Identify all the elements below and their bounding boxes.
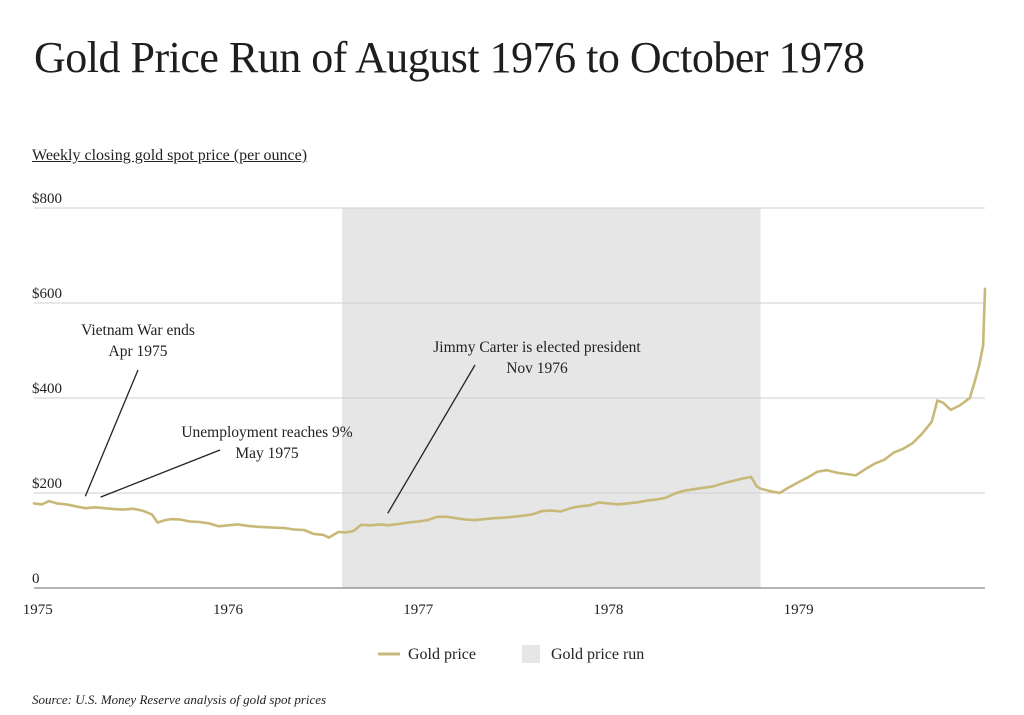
annotation-label: Nov 1976 xyxy=(506,360,568,377)
y-tick-label: 0 xyxy=(32,571,40,587)
annotation-leader xyxy=(84,369,139,497)
legend-swatch-gold-price-run xyxy=(522,645,540,663)
annotation-label: Vietnam War ends xyxy=(81,322,195,339)
chart-title: Gold Price Run of August 1976 to October… xyxy=(34,33,865,82)
y-tick-label: $200 xyxy=(32,476,62,492)
annotation-label: May 1975 xyxy=(235,445,299,462)
annotation-label: Unemployment reaches 9% xyxy=(181,424,352,441)
x-tick-label: 1976 xyxy=(213,602,244,618)
y-tick-label: $800 xyxy=(32,191,62,207)
source-note: Source: U.S. Money Reserve analysis of g… xyxy=(32,692,327,707)
legend: Gold price Gold price run xyxy=(378,645,644,663)
x-tick-label: 1977 xyxy=(403,602,434,618)
legend-label-gold-price: Gold price xyxy=(408,646,476,663)
annotation-label: Apr 1975 xyxy=(109,343,168,360)
annotation-leader xyxy=(387,364,476,514)
y-tick-label: $400 xyxy=(32,381,62,397)
x-tick-label: 1979 xyxy=(784,602,814,618)
annotation-layer: Vietnam War ends Apr 1975 Unemployment rea… xyxy=(81,322,641,514)
gold-price-line xyxy=(32,287,987,539)
y-tick-label: $600 xyxy=(32,286,62,302)
grid-layer: $800 $600 $400 $200 0 1975 1976 1977 1978 1979 xyxy=(23,191,985,618)
chart-subtitle: Weekly closing gold spot price (per ounc… xyxy=(32,147,308,164)
legend-label-gold-price-run: Gold price run xyxy=(551,646,644,663)
annotation-label: Jimmy Carter is elected president xyxy=(433,339,641,356)
annotation-leader xyxy=(100,449,221,498)
x-tick-label: 1975 xyxy=(23,602,53,618)
x-tick-label: 1978 xyxy=(593,602,623,618)
line-layer xyxy=(32,287,987,539)
